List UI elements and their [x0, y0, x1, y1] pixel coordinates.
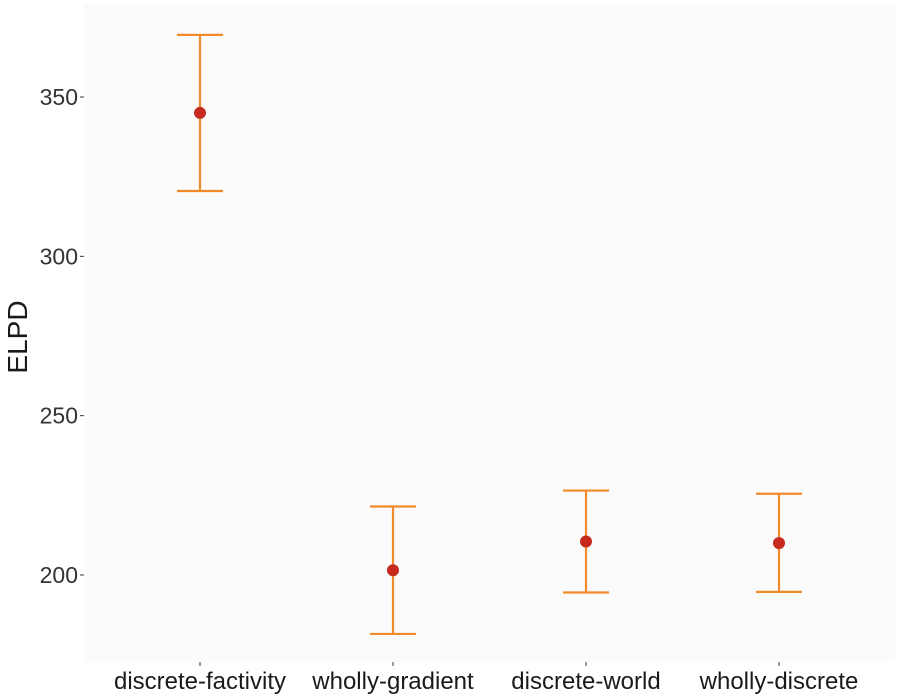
- data-point: [387, 564, 399, 577]
- x-axis: discrete-factivity wholly-gradient discret…: [114, 662, 858, 695]
- x-tick-label: discrete-world: [511, 668, 660, 695]
- y-tick-label: 250: [40, 403, 78, 429]
- y-axis: 200 250 300 350: [40, 84, 84, 588]
- y-axis-title: ELPD: [2, 300, 33, 373]
- y-tick-label: 300: [40, 243, 78, 269]
- plot-panel: [84, 4, 895, 662]
- data-point: [580, 535, 592, 548]
- data-point: [194, 106, 206, 119]
- data-marks: [177, 33, 802, 636]
- y-tick-label: 200: [40, 562, 78, 588]
- x-tick-label: discrete-factivity: [114, 668, 286, 695]
- x-tick-label: wholly-discrete: [699, 668, 859, 695]
- data-point: [773, 537, 785, 550]
- y-tick-label: 350: [40, 84, 78, 110]
- x-tick-label: wholly-gradient: [311, 668, 474, 695]
